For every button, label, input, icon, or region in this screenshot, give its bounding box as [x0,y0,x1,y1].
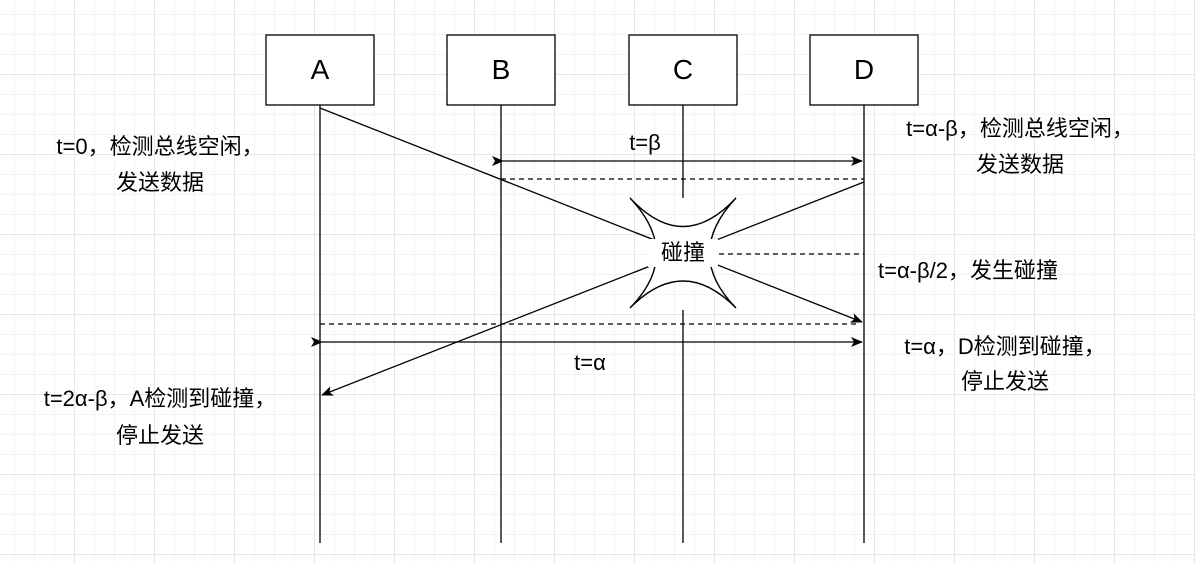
node-label-d: D [853,54,875,85]
a-detect-line2: 停止发送 [115,423,204,448]
node-box-a [265,34,375,106]
a-start-line2: 发送数据 [115,170,204,195]
t-alpha-label: t=α [574,350,606,375]
node-box-b [446,34,556,106]
d-detect-line1: t=α，D检测到碰撞， [904,334,1106,359]
d-start-line1: t=α-β，检测总线空闲， [906,116,1134,141]
node-label-c: C [672,54,694,85]
signal-d-to-a [321,181,865,396]
a-start-line1: t=0，检测总线空闲， [56,134,264,159]
node-box-c [628,34,738,106]
collision-label: 碰撞 [648,239,718,267]
d-detect-line2: 停止发送 [960,369,1049,394]
a-detect-line1: t=2α-β，A检测到碰撞， [43,386,277,411]
signal-a-to-d [319,107,863,323]
collision-time-label: t=α-β/2，发生碰撞 [878,258,1059,283]
node-box-d [809,34,919,106]
node-label-a: A [310,54,330,85]
t-beta-label: t=β [629,130,661,155]
d-start-line2: 发送数据 [975,152,1064,177]
node-label-b: B [491,54,511,85]
